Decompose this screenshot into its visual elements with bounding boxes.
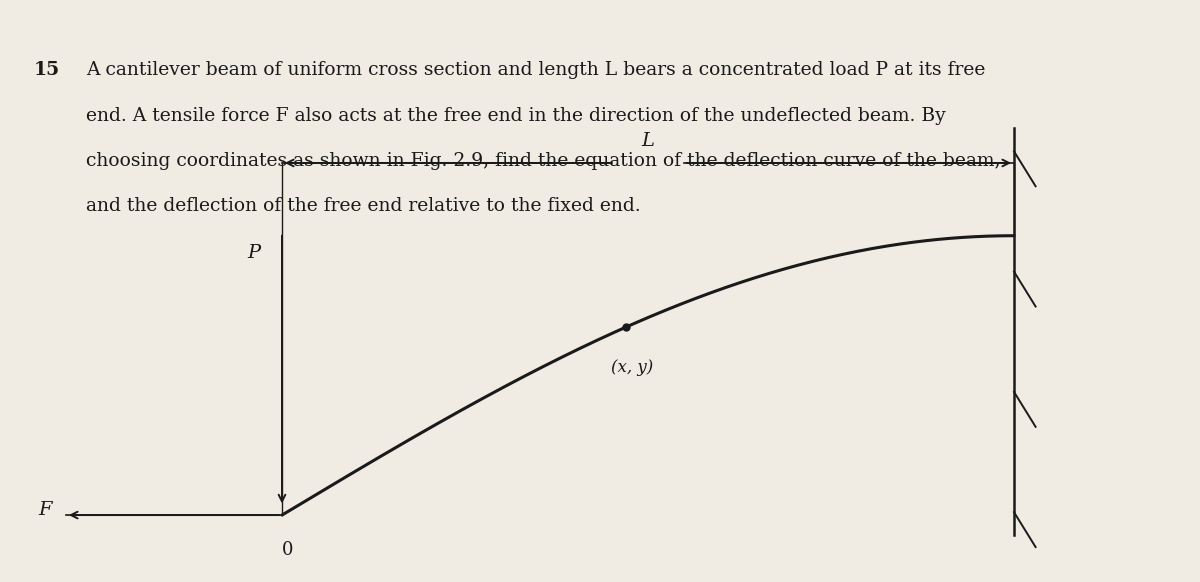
Text: (x, y): (x, y)	[611, 359, 653, 376]
Text: end. A tensile force F also acts at the free end in the direction of the undefle: end. A tensile force F also acts at the …	[86, 107, 946, 125]
Text: 0: 0	[282, 541, 294, 559]
Text: 15: 15	[34, 61, 60, 79]
Text: A cantilever beam of uniform cross section and length L bears a concentrated loa: A cantilever beam of uniform cross secti…	[86, 61, 985, 79]
Text: L: L	[642, 132, 654, 150]
Text: F: F	[38, 502, 52, 519]
Text: choosing coordinates as shown in Fig. 2.9, find the equation of the deflection c: choosing coordinates as shown in Fig. 2.…	[86, 152, 1001, 170]
Text: P: P	[247, 244, 260, 262]
Text: and the deflection of the free end relative to the fixed end.: and the deflection of the free end relat…	[86, 197, 641, 215]
